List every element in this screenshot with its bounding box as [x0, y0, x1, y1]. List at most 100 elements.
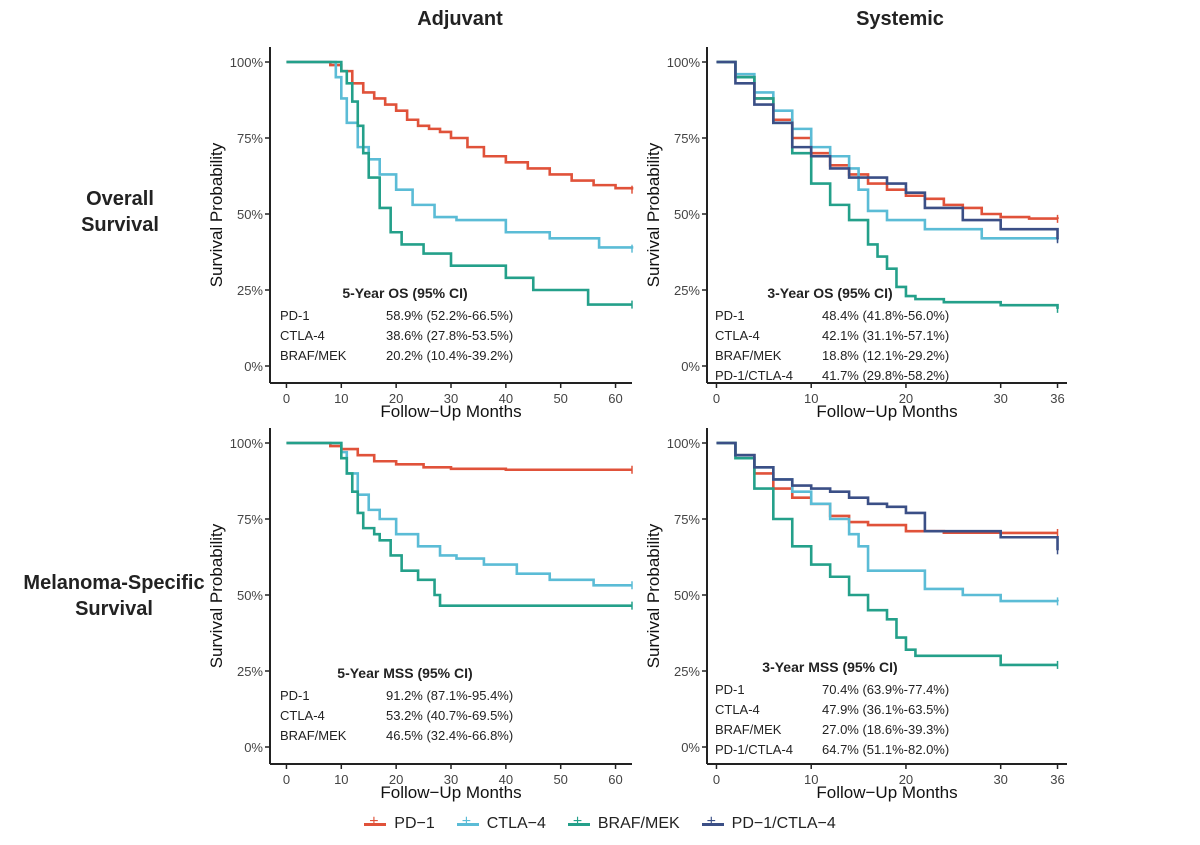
y-tick-label: 75%: [674, 131, 700, 146]
y-tick-label: 75%: [237, 512, 263, 527]
km-curve-pd-1-ctla-4: [716, 441, 1059, 551]
km-curve-braf-mek: [716, 441, 1058, 667]
table-value: 27.0% (18.6%-39.3%): [822, 722, 949, 737]
x-tick-label: 0: [283, 391, 290, 406]
y-tick-label: 25%: [237, 664, 263, 679]
km-curve-ctla-4: [286, 441, 632, 587]
legend-swatch: [701, 813, 724, 831]
x-tick-label: 30: [993, 391, 1007, 406]
table-group-label: PD-1: [280, 308, 310, 323]
table-group-label: PD-1: [715, 308, 745, 323]
y-tick-label: 50%: [237, 588, 263, 603]
table-value: 91.2% (87.1%-95.4%): [386, 688, 513, 703]
x-tick-label: 36: [1050, 391, 1064, 406]
y-tick-label: 100%: [230, 436, 264, 451]
x-tick-label: 10: [804, 391, 818, 406]
table-group-label: PD-1: [280, 688, 310, 703]
table-group-label: BRAF/MEK: [280, 348, 347, 363]
x-tick-label: 40: [499, 391, 513, 406]
table-value: 38.6% (27.8%-53.5%): [386, 328, 513, 343]
y-tick-label: 100%: [230, 55, 264, 70]
x-tick-label: 30: [993, 772, 1007, 787]
x-tick-label: 10: [334, 772, 348, 787]
x-tick-label: 20: [899, 772, 913, 787]
column-title-systemic: Systemic: [856, 8, 944, 30]
y-tick-label: 50%: [674, 207, 700, 222]
x-tick-label: 10: [804, 772, 818, 787]
table-group-label: PD-1/CTLA-4: [715, 368, 793, 383]
km-curve-pd-1: [716, 60, 1059, 220]
table-group-label: CTLA-4: [715, 328, 760, 343]
x-tick-label: 20: [389, 391, 403, 406]
legend-item-pd1-ctla4: PD−1/CTLA−4: [701, 813, 836, 833]
x-tick-label: 36: [1050, 772, 1064, 787]
column-title-adjuvant: Adjuvant: [417, 8, 503, 30]
table-title: 3-Year OS (95% CI): [767, 285, 892, 301]
table-value: 41.7% (29.8%-58.2%): [822, 368, 949, 383]
table-title: 3-Year MSS (95% CI): [762, 659, 897, 675]
y-tick-label: 0%: [681, 740, 700, 755]
x-tick-label: 40: [499, 772, 513, 787]
table-group-label: CTLA-4: [715, 702, 760, 717]
y-tick-label: 0%: [244, 359, 263, 374]
table-group-label: CTLA-4: [280, 708, 325, 723]
table-group-label: PD-1: [715, 682, 745, 697]
panel-adj-os: 0% 25% 50% 75% 100% 0 10 20 30 40 50 60 Follow−Up Mo…: [207, 47, 634, 421]
y-tick-label: 75%: [237, 131, 263, 146]
km-curve-braf-mek: [286, 60, 632, 306]
table-value: 18.8% (12.1%-29.2%): [822, 348, 949, 363]
panel-sys-mss: 0% 25% 50% 75% 100% 0 10 20 30 36 Follow−Up Months…: [644, 428, 1067, 802]
x-tick-label: 30: [444, 772, 458, 787]
legend-item-ctla4: CTLA−4: [456, 813, 546, 833]
y-axis-label: Survival Probability: [644, 523, 663, 668]
table-title: 5-Year OS (95% CI): [342, 285, 467, 301]
x-tick-label: 30: [444, 391, 458, 406]
table-title: 5-Year MSS (95% CI): [337, 665, 472, 681]
table-group-label: PD-1/CTLA-4: [715, 742, 793, 757]
table-value: 47.9% (36.1%-63.5%): [822, 702, 949, 717]
x-tick-label: 20: [899, 391, 913, 406]
x-tick-label: 60: [608, 391, 622, 406]
y-tick-label: 50%: [237, 207, 263, 222]
y-tick-label: 100%: [667, 436, 701, 451]
table-group-label: BRAF/MEK: [280, 728, 347, 743]
km-curve-ctla-4: [716, 60, 1059, 240]
legend-label: PD−1/CTLA−4: [731, 815, 836, 832]
row-title-line: Melanoma-Specific: [23, 572, 205, 594]
y-axis-label: Survival Probability: [207, 523, 226, 668]
y-tick-label: 100%: [667, 55, 701, 70]
table-value: 64.7% (51.1%-82.0%): [822, 742, 949, 757]
y-tick-label: 0%: [244, 740, 263, 755]
legend-label: BRAF/MEK: [597, 815, 680, 832]
y-tick-label: 75%: [674, 512, 700, 527]
x-tick-label: 50: [553, 391, 567, 406]
legend-label: CTLA−4: [486, 815, 546, 832]
km-curve-ctla-4: [286, 60, 634, 249]
x-tick-label: 0: [713, 772, 720, 787]
legend: PD−1 CTLA−4 BRAF/MEK PD−1/CTLA−4: [0, 813, 1200, 833]
legend-swatch: [456, 813, 479, 831]
table-group-label: BRAF/MEK: [715, 348, 782, 363]
x-tick-label: 20: [389, 772, 403, 787]
table-value: 48.4% (41.8%-56.0%): [822, 308, 949, 323]
y-tick-label: 25%: [674, 283, 700, 298]
panel-adj-mss: 0% 25% 50% 75% 100% 0 10 20 30 40 50 60 Follow−Up Mo…: [207, 428, 633, 802]
legend-swatch: [364, 813, 387, 831]
table-value: 53.2% (40.7%-69.5%): [386, 708, 513, 723]
legend-label: PD−1: [394, 815, 435, 832]
x-tick-label: 50: [553, 772, 567, 787]
km-curve-pd-1: [286, 441, 632, 472]
y-axis-label: Survival Probability: [644, 142, 663, 287]
row-title-line: Overall: [86, 188, 154, 210]
x-tick-label: 10: [334, 391, 348, 406]
y-axis-label: Survival Probability: [207, 142, 226, 287]
row-title-melanoma-specific-survival: Melanoma-Specific Survival: [0, 570, 234, 622]
x-axis-label: Follow−Up Months: [816, 783, 957, 802]
row-title-line: Survival: [75, 598, 153, 620]
x-axis-label: Follow−Up Months: [380, 783, 521, 802]
x-axis-label: Follow−Up Months: [816, 402, 957, 421]
table-group-label: CTLA-4: [280, 328, 325, 343]
legend-swatch: [567, 813, 590, 831]
legend-item-braf-mek: BRAF/MEK: [567, 813, 680, 833]
